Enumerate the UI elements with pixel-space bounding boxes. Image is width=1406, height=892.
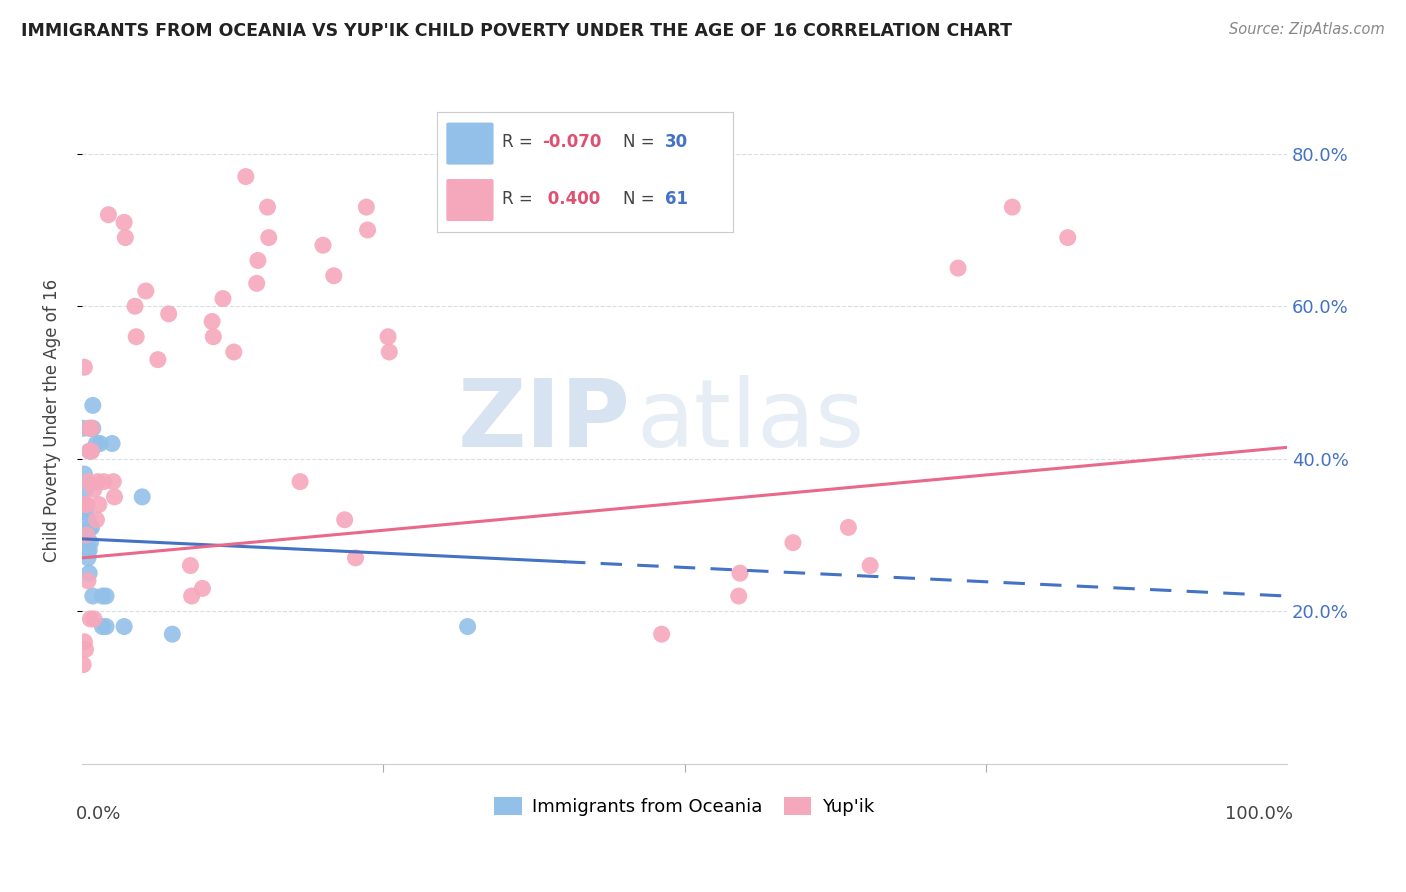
Point	[76, 535, 98, 549]
Point	[73, 360, 96, 375]
Point	[131, 490, 153, 504]
Point	[288, 475, 311, 489]
Point	[344, 550, 367, 565]
Point	[83, 483, 105, 497]
Point	[93, 475, 115, 489]
Point	[201, 314, 224, 328]
Point	[86, 475, 108, 489]
Point	[89, 436, 111, 450]
Point	[103, 475, 125, 489]
Point	[727, 589, 749, 603]
Point	[457, 619, 479, 633]
Point	[77, 513, 100, 527]
Point	[135, 284, 157, 298]
Point	[322, 268, 344, 283]
Point	[202, 330, 225, 344]
Point	[79, 444, 101, 458]
Point	[77, 566, 100, 581]
Point	[77, 543, 100, 558]
Point	[212, 292, 235, 306]
Legend: Immigrants from Oceania, Yup'ik: Immigrants from Oceania, Yup'ik	[488, 790, 882, 823]
Point	[77, 444, 100, 458]
Point	[80, 520, 103, 534]
Y-axis label: Child Poverty Under the Age of 16: Child Poverty Under the Age of 16	[44, 279, 60, 562]
Point	[77, 550, 100, 565]
Point	[77, 475, 100, 489]
Point	[73, 467, 96, 481]
Point	[72, 657, 94, 672]
Point	[72, 421, 94, 435]
Point	[356, 223, 378, 237]
Point	[377, 330, 399, 344]
Point	[222, 345, 245, 359]
Point	[73, 635, 96, 649]
Point	[378, 345, 401, 359]
Point	[179, 558, 201, 573]
Point	[146, 352, 169, 367]
Point	[76, 528, 98, 542]
Point	[191, 582, 214, 596]
Point	[94, 619, 117, 633]
Point	[76, 498, 98, 512]
Point	[157, 307, 180, 321]
Point	[75, 505, 97, 519]
Point	[82, 421, 104, 435]
Point	[333, 513, 356, 527]
Point	[728, 566, 751, 581]
Text: atlas: atlas	[637, 375, 865, 467]
Point	[87, 498, 110, 512]
Point	[1001, 200, 1024, 214]
Point	[75, 498, 97, 512]
Point	[256, 200, 278, 214]
Point	[124, 299, 146, 313]
Point	[94, 589, 117, 603]
Point	[75, 483, 97, 497]
Point	[125, 330, 148, 344]
Point	[82, 398, 104, 412]
Point	[80, 444, 103, 458]
Point	[583, 208, 606, 222]
Point	[82, 589, 104, 603]
Point	[782, 535, 804, 549]
Point	[837, 520, 859, 534]
Text: 100.0%: 100.0%	[1225, 805, 1294, 823]
Point	[91, 589, 114, 603]
Point	[86, 513, 108, 527]
Point	[97, 208, 120, 222]
Point	[91, 619, 114, 633]
Point	[162, 627, 184, 641]
Point	[356, 200, 378, 214]
Point	[77, 574, 100, 588]
Point	[79, 520, 101, 534]
Point	[246, 253, 269, 268]
Point	[1056, 230, 1078, 244]
Text: 0.0%: 0.0%	[76, 805, 121, 823]
Text: ZIP: ZIP	[457, 375, 630, 467]
Point	[76, 528, 98, 542]
Point	[180, 589, 202, 603]
Point	[79, 421, 101, 435]
Text: Source: ZipAtlas.com: Source: ZipAtlas.com	[1229, 22, 1385, 37]
Text: IMMIGRANTS FROM OCEANIA VS YUP'IK CHILD POVERTY UNDER THE AGE OF 16 CORRELATION : IMMIGRANTS FROM OCEANIA VS YUP'IK CHILD …	[21, 22, 1012, 40]
Point	[83, 612, 105, 626]
Point	[79, 612, 101, 626]
Point	[80, 421, 103, 435]
Point	[77, 421, 100, 435]
Point	[651, 627, 673, 641]
Point	[235, 169, 257, 184]
Point	[312, 238, 335, 252]
Point	[114, 230, 136, 244]
Point	[112, 215, 135, 229]
Point	[859, 558, 882, 573]
Point	[257, 230, 280, 244]
Point	[946, 261, 969, 276]
Point	[246, 277, 269, 291]
Point	[112, 619, 135, 633]
Point	[75, 642, 97, 657]
Point	[101, 436, 124, 450]
Point	[86, 436, 108, 450]
Point	[103, 490, 125, 504]
Point	[79, 535, 101, 549]
Point	[77, 543, 100, 558]
